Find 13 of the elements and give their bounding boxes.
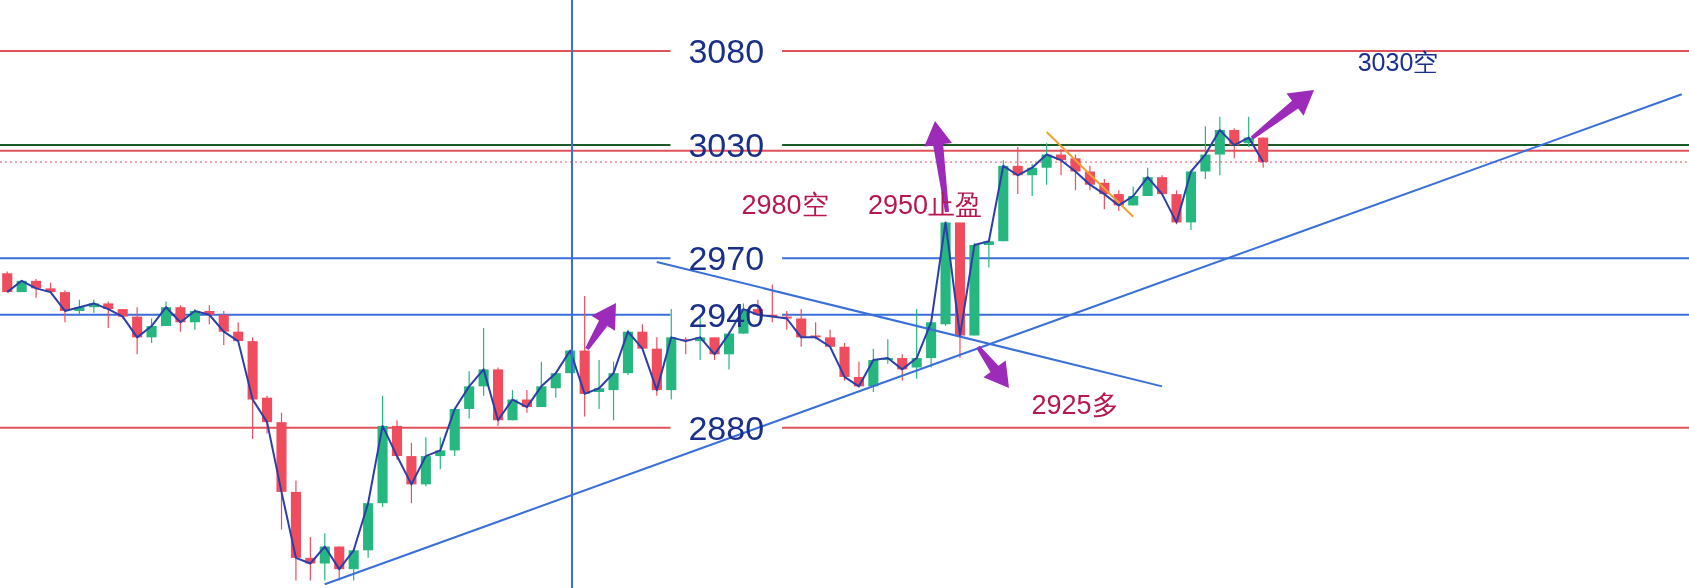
candlestick [911, 308, 922, 380]
ref-line-label: 3080 [688, 31, 765, 70]
candlestick [550, 372, 561, 399]
candlestick [348, 549, 359, 582]
candlestick [464, 370, 475, 419]
candlestick [218, 310, 229, 346]
candlestick [608, 361, 619, 421]
ref-line-label: 2970 [688, 239, 765, 278]
annotation: 2980空 [741, 189, 829, 220]
ref-line-label: 2880 [688, 408, 765, 447]
annotation: 3030空 [1357, 47, 1439, 76]
candlestick [1200, 125, 1211, 180]
annotation: 2925多 [1031, 389, 1119, 420]
